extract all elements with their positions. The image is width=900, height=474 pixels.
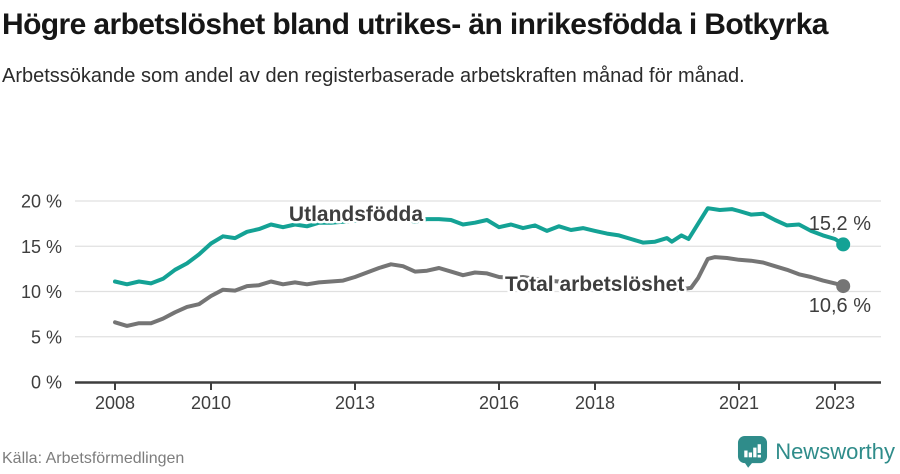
y-axis-tick-label-20: 20 % bbox=[21, 192, 62, 212]
x-axis: 2008 2010 2013 2016 2018 2021 2023 bbox=[75, 381, 881, 413]
series-label-total-arbetsloshet: Total arbetslöshet bbox=[505, 273, 684, 296]
y-axis-labels: 0 % 5 % 10 % 15 % 20 % bbox=[21, 192, 62, 393]
end-value-label-total-arbetsloshet: 10,6 % bbox=[809, 295, 871, 317]
newsworthy-logo-text: Newsworthy bbox=[775, 438, 895, 464]
x-axis-tick-label-2013: 2013 bbox=[335, 393, 375, 413]
data-series bbox=[113, 206, 851, 328]
chart-footer: Källa: Arbetsförmedlingen Newsworthy bbox=[0, 435, 900, 468]
y-axis-tick-label-15: 15 % bbox=[21, 237, 62, 257]
page-title: Högre arbetslöshet bland utrikes- än inr… bbox=[2, 8, 828, 41]
unemployment-line-chart: 0 %5 %10 %15 %20 % 2008 2010 2013 2016 2018 2… bbox=[21, 192, 881, 413]
series-end-dot-total-arbetsloshet bbox=[836, 279, 851, 294]
end-value-label-utlandsfodda: 15,2 % bbox=[809, 213, 871, 235]
y-axis-tick-label-5: 5 % bbox=[31, 327, 62, 347]
series-line-total-arbetsloshet bbox=[113, 255, 846, 328]
series-label-utlandsfodda: Utlandsfödda bbox=[289, 203, 423, 226]
y-axis-tick-label-10: 10 % bbox=[21, 282, 62, 302]
chart-header: Högre arbetslöshet bland utrikes- än inr… bbox=[0, 6, 900, 89]
x-axis-tick-label-2010: 2010 bbox=[191, 393, 231, 413]
x-axis-tick-label-2018: 2018 bbox=[575, 393, 615, 413]
x-axis-tick-label-2021: 2021 bbox=[719, 393, 759, 413]
series-end-dot-utlandsfodda bbox=[836, 237, 851, 252]
newsworthy-bar-chart-bubble-icon bbox=[738, 436, 768, 468]
x-axis-tick-label-2016: 2016 bbox=[479, 393, 519, 413]
y-axis-tick-label-0: 0 % bbox=[31, 373, 62, 393]
page-subtitle: Arbetssökande som andel av den registerb… bbox=[2, 65, 745, 87]
series-line-utlandsfodda bbox=[113, 206, 846, 287]
x-axis-tick-label-2023: 2023 bbox=[815, 393, 855, 413]
newsworthy-logo[interactable]: Newsworthy bbox=[737, 435, 895, 468]
source-text: Källa: Arbetsförmedlingen bbox=[2, 450, 185, 467]
x-axis-tick-label-2008: 2008 bbox=[95, 393, 135, 413]
